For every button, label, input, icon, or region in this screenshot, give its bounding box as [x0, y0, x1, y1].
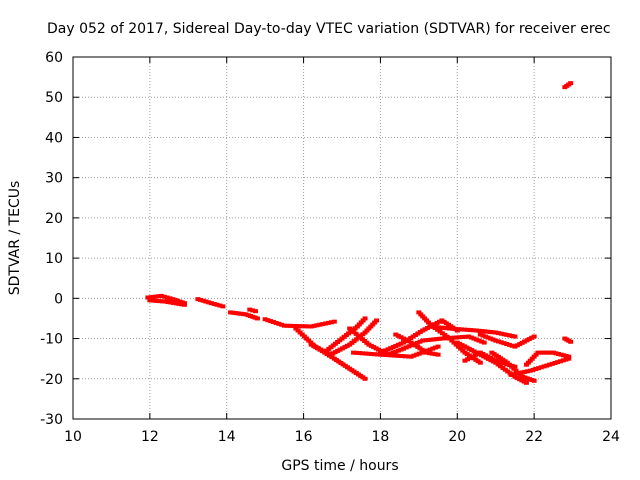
- y-tick-label: 20: [45, 211, 63, 227]
- x-tick-label: 14: [218, 429, 236, 445]
- series-track-2: [147, 298, 187, 307]
- series-track-21: [508, 356, 572, 377]
- series-track-9: [324, 316, 368, 353]
- x-tick-label: 10: [64, 429, 82, 445]
- series-track-23: [562, 336, 574, 344]
- series-track-6: [262, 317, 337, 329]
- y-axis-label: SDTVAR / TECUs: [7, 181, 23, 296]
- series-track-19: [477, 332, 537, 349]
- y-tick-label: 40: [45, 130, 63, 146]
- y-tick-label: 10: [45, 251, 63, 267]
- plot-frame: [72, 56, 612, 420]
- x-tick-label: 18: [372, 429, 390, 445]
- series-track-8: [308, 318, 380, 357]
- series-track-4: [228, 310, 260, 321]
- grid: [73, 57, 611, 419]
- series-track-16: [427, 324, 518, 339]
- series-track-17: [454, 340, 529, 385]
- data-marks: [145, 81, 574, 385]
- y-tick-label: 60: [45, 50, 63, 66]
- chart-title: Day 052 of 2017, Sidereal Day-to-day VTE…: [47, 21, 611, 37]
- series-track-22: [523, 350, 572, 367]
- x-tick-label: 16: [295, 429, 313, 445]
- y-tick-label: 0: [54, 291, 63, 307]
- y-tick-label: 50: [45, 90, 63, 106]
- y-tick-label: 30: [45, 171, 63, 187]
- x-tick-label: 20: [448, 429, 466, 445]
- x-tick-label: 24: [602, 429, 620, 445]
- series-track-5: [247, 307, 259, 314]
- x-tick-label: 12: [141, 429, 159, 445]
- y-tick-label: -10: [40, 332, 63, 348]
- x-axis: 10 12 14 16 18 20 22 24: [64, 57, 620, 445]
- y-tick-label: -30: [40, 412, 63, 428]
- y-tick-label: -20: [40, 372, 63, 388]
- x-axis-label: GPS time / hours: [281, 458, 398, 474]
- y-axis: -30 -20 -10 0 10 20 30 40 50 60: [40, 50, 611, 428]
- series-track-24: [562, 81, 574, 90]
- series-track-3: [195, 297, 226, 309]
- x-tick-label: 22: [525, 429, 543, 445]
